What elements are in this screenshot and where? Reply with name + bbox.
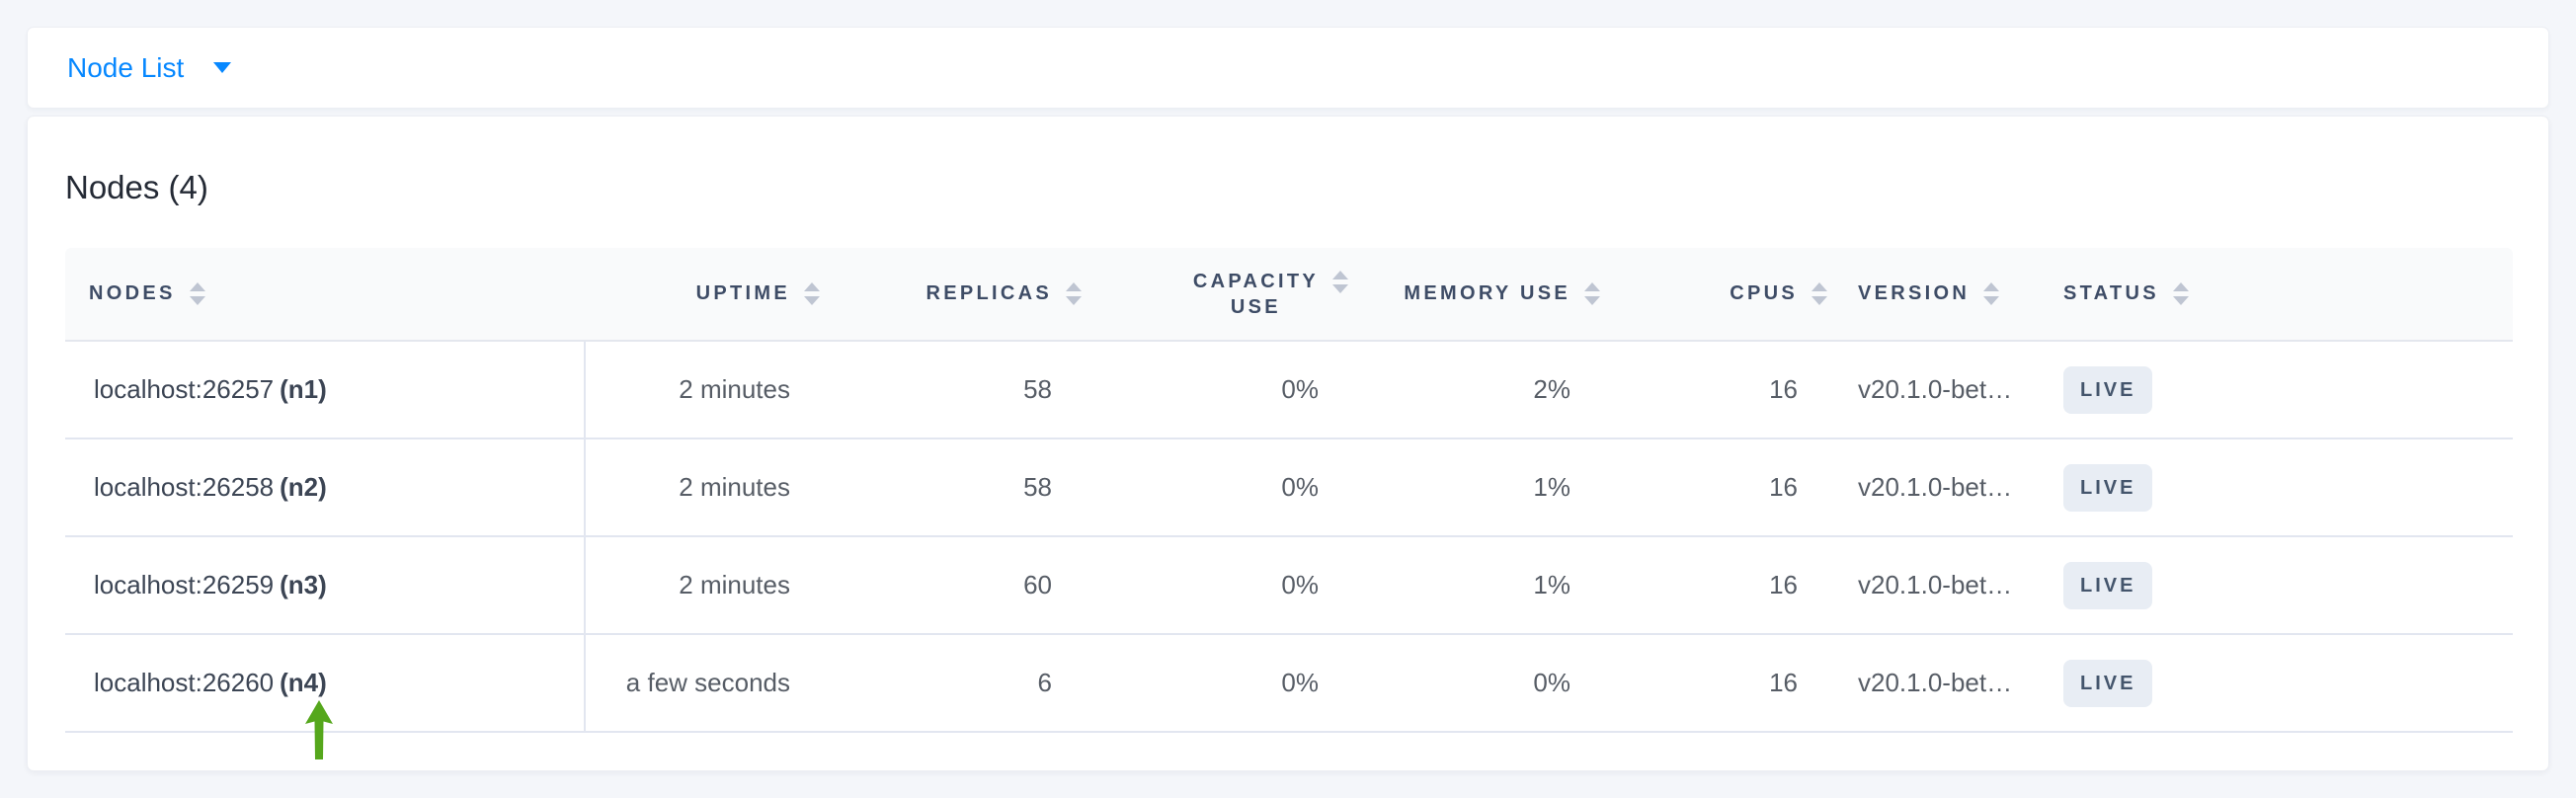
node-list-table: NODES UPTIME REPLICAS [65, 248, 2513, 733]
node-address-cell[interactable]: localhost:26259 (n3) [65, 537, 586, 635]
column-header-capacity-use[interactable]: CAPACITY USE [1082, 248, 1348, 342]
table-row: localhost:26258 (n2) 2 minutes 58 0% 1% 1… [65, 439, 2513, 537]
cpus-cell: 16 [1600, 537, 1827, 635]
uptime-cell: 2 minutes [586, 439, 820, 537]
column-header-version[interactable]: VERSION [1827, 248, 2033, 342]
cpus-cell: 16 [1600, 635, 1827, 733]
cpus-cell: 16 [1600, 342, 1827, 439]
column-header-status[interactable]: STATUS [2033, 248, 2513, 342]
uptime-cell: 2 minutes [586, 537, 820, 635]
column-header-cpus[interactable]: CPUS [1600, 248, 1827, 342]
node-list-dropdown-label: Node List [67, 51, 185, 83]
node-list-dropdown[interactable]: Node List [67, 51, 232, 83]
version-cell: v20.1.0-bet… [1827, 635, 2033, 733]
replicas-cell: 58 [820, 342, 1082, 439]
replicas-cell: 6 [820, 635, 1082, 733]
nodes-count-title: Nodes (4) [65, 169, 208, 205]
view-switcher-bar: Node List [27, 27, 2549, 109]
column-header-uptime[interactable]: UPTIME [586, 248, 820, 342]
status-cell: LIVE [2033, 537, 2513, 635]
nodes-card: Nodes (4) NODES UPTIME [27, 116, 2549, 771]
sort-icon [1811, 282, 1827, 305]
header-row: NODES UPTIME REPLICAS [65, 248, 2513, 342]
column-header-nodes[interactable]: NODES [65, 248, 586, 342]
sort-icon [189, 282, 205, 305]
capacity-use-cell: 0% [1082, 342, 1348, 439]
status-cell: LIVE [2033, 342, 2513, 439]
node-address-cell[interactable]: localhost:26258 (n2) [65, 439, 586, 537]
replicas-cell: 58 [820, 439, 1082, 537]
table-row: localhost:26257 (n1) 2 minutes 58 0% 2% 1… [65, 342, 2513, 439]
memory-use-cell: 0% [1348, 635, 1600, 733]
column-header-replicas[interactable]: REPLICAS [820, 248, 1082, 342]
memory-use-cell: 2% [1348, 342, 1600, 439]
sort-icon [1066, 282, 1082, 305]
sort-icon [1584, 282, 1600, 305]
replicas-cell: 60 [820, 537, 1082, 635]
version-cell: v20.1.0-bet… [1827, 537, 2033, 635]
status-badge: LIVE [2063, 561, 2153, 609]
capacity-use-cell: 0% [1082, 439, 1348, 537]
version-cell: v20.1.0-bet… [1827, 342, 2033, 439]
status-badge: LIVE [2063, 659, 2153, 707]
uptime-cell: 2 minutes [586, 342, 820, 439]
annotation-arrow-icon [305, 700, 333, 759]
version-cell: v20.1.0-bet… [1827, 439, 2033, 537]
table-row: localhost:26260 (n4) a few seconds 6 0% 0… [65, 635, 2513, 733]
table-body: localhost:26257 (n1) 2 minutes 58 0% 2% 1… [65, 342, 2513, 733]
capacity-use-cell: 0% [1082, 537, 1348, 635]
status-badge: LIVE [2063, 463, 2153, 512]
node-address-cell[interactable]: localhost:26257 (n1) [65, 342, 586, 439]
chevron-down-icon [213, 62, 232, 73]
capacity-use-cell: 0% [1082, 635, 1348, 733]
column-header-memory-use[interactable]: MEMORY USE [1348, 248, 1600, 342]
table-row: localhost:26259 (n3) 2 minutes 60 0% 1% 1… [65, 537, 2513, 635]
status-cell: LIVE [2033, 635, 2513, 733]
table-header: NODES UPTIME REPLICAS [65, 248, 2513, 342]
status-cell: LIVE [2033, 439, 2513, 537]
sort-icon [804, 282, 820, 305]
status-badge: LIVE [2063, 365, 2153, 414]
cpus-cell: 16 [1600, 439, 1827, 537]
memory-use-cell: 1% [1348, 537, 1600, 635]
sort-icon [2172, 282, 2189, 305]
memory-use-cell: 1% [1348, 439, 1600, 537]
uptime-cell: a few seconds [586, 635, 820, 733]
sort-icon [1332, 271, 1348, 293]
sort-icon [1983, 282, 2000, 305]
